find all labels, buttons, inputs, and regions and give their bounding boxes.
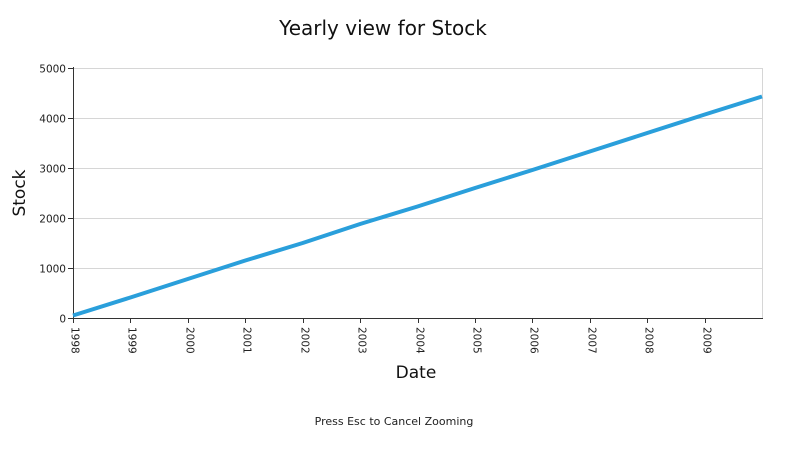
zoom-cancel-hint: Press Esc to Cancel Zooming: [314, 415, 474, 428]
x-tick-label: 2009: [701, 327, 713, 354]
x-tick-label: 2007: [586, 327, 598, 354]
x-tick-label: 2004: [414, 327, 426, 354]
x-tick-label: 1999: [126, 327, 138, 354]
y-tick-label: 2000: [39, 214, 66, 226]
x-axis-ticks: 1998 1999 2000 2001 2002 2003 2004 2005 2006 2007…: [69, 318, 713, 354]
y-axis-title: Stock: [10, 169, 30, 216]
y-tick-label: 4000: [39, 114, 66, 126]
series-layer[interactable]: [72, 94, 763, 318]
x-tick-label: 2002: [299, 327, 311, 354]
x-tick-label: 1998: [69, 327, 81, 354]
x-tick-label: 2008: [643, 327, 655, 354]
y-tick-label: 5000: [39, 64, 66, 76]
x-tick-label: 2005: [471, 327, 483, 354]
chart-title: Yearly view for Stock: [278, 16, 487, 40]
x-tick-label: 2003: [356, 327, 368, 354]
y-tick-label: 3000: [39, 164, 66, 176]
x-tick-label: 2001: [241, 327, 253, 354]
series-line[interactable]: [72, 94, 763, 318]
y-tick-label: 0: [59, 314, 66, 326]
y-axis-ticks: 0 1000 2000 3000 4000 5000: [39, 64, 73, 326]
x-tick-label: 2000: [184, 327, 196, 354]
x-axis-title: Date: [396, 363, 437, 383]
x-tick-label: 2006: [528, 327, 540, 354]
y-tick-label: 1000: [39, 264, 66, 276]
